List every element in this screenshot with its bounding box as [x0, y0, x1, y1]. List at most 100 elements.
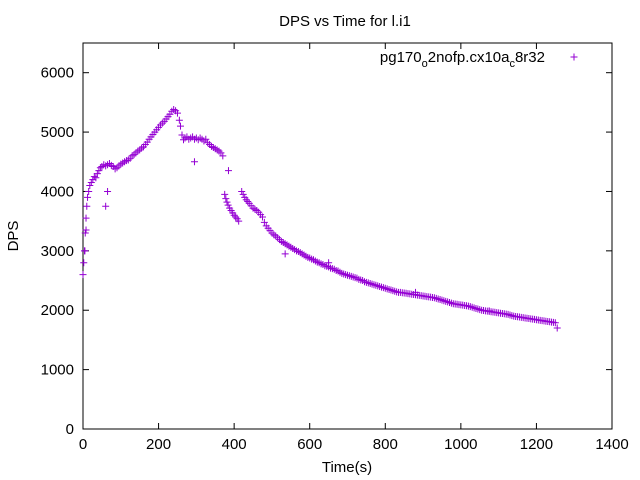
data-point — [325, 259, 333, 267]
data-point — [81, 247, 89, 255]
data-point — [238, 187, 246, 195]
data-point — [340, 270, 348, 278]
data-point — [134, 147, 142, 155]
data-point — [270, 231, 278, 239]
data-point — [389, 287, 397, 295]
data-point — [466, 303, 474, 311]
data-point — [551, 319, 559, 327]
x-tick-label: 1000 — [444, 436, 477, 453]
data-point — [158, 119, 166, 127]
data-point — [190, 158, 198, 166]
data-point — [104, 187, 112, 195]
data-point — [378, 283, 386, 291]
legend-marker — [570, 53, 578, 61]
data-point — [260, 218, 268, 226]
data-point — [87, 179, 95, 187]
data-point — [468, 303, 476, 311]
x-tick-label: 1200 — [520, 436, 553, 453]
x-tick-label: 400 — [222, 436, 247, 453]
y-tick-label: 2000 — [41, 302, 74, 319]
data-point — [176, 122, 184, 130]
data-point — [93, 170, 101, 178]
data-point — [442, 297, 450, 305]
data-point — [504, 310, 512, 318]
data-point — [84, 193, 92, 201]
data-point — [464, 302, 472, 310]
data-point — [180, 136, 188, 144]
y-tick-label: 4000 — [41, 183, 74, 200]
data-point — [221, 190, 229, 198]
data-point — [200, 137, 208, 145]
y-axis: 0 1000 2000 3000 4000 5000 6000 — [41, 65, 612, 438]
data-point — [170, 106, 178, 114]
data-point — [85, 187, 93, 195]
scatter-series — [79, 106, 561, 332]
data-point — [374, 282, 382, 290]
data-point — [275, 236, 283, 244]
x-tick-label: 200 — [146, 436, 171, 453]
data-point — [311, 257, 319, 265]
data-point — [474, 305, 482, 313]
chart-title: DPS vs Time for l.i1 — [279, 13, 411, 30]
data-point — [224, 167, 232, 175]
data-point — [219, 152, 227, 160]
data-point — [553, 324, 561, 332]
data-point — [387, 286, 395, 294]
data-point — [138, 144, 146, 152]
legend-marker-symbol — [570, 53, 578, 61]
data-point — [82, 226, 90, 234]
data-point — [230, 211, 238, 219]
data-point — [383, 285, 391, 293]
data-point — [102, 202, 110, 210]
data-point — [251, 205, 259, 213]
data-point — [98, 163, 106, 171]
y-tick-label: 5000 — [41, 124, 74, 141]
data-point — [508, 312, 516, 320]
data-point — [217, 149, 225, 157]
y-tick-label: 1000 — [41, 362, 74, 379]
data-point — [372, 281, 380, 289]
data-point — [393, 288, 401, 296]
data-point — [370, 281, 378, 289]
data-point — [115, 162, 123, 170]
data-point — [90, 173, 98, 181]
data-point — [347, 272, 355, 280]
y-axis-label: DPS — [5, 221, 22, 252]
data-point — [436, 296, 444, 304]
data-point — [345, 272, 353, 280]
data-point — [79, 271, 87, 279]
data-point — [412, 288, 420, 296]
x-axis: 0 200 400 600 800 1000 1200 1400 — [79, 43, 629, 453]
data-point — [132, 149, 140, 157]
data-point — [86, 182, 94, 190]
data-point — [306, 254, 314, 262]
data-point — [92, 174, 100, 182]
data-point — [136, 146, 144, 154]
data-point — [178, 131, 186, 139]
data-point — [83, 202, 91, 210]
data-point — [244, 198, 252, 206]
data-point — [472, 304, 480, 312]
data-point — [202, 135, 210, 143]
data-point — [81, 229, 89, 237]
data-point — [232, 213, 240, 221]
data-point — [258, 213, 266, 221]
data-point — [206, 141, 214, 149]
data-point — [308, 255, 316, 263]
data-point — [315, 259, 323, 267]
data-point — [130, 151, 138, 159]
y-tick-label: 0 — [66, 421, 74, 438]
x-tick-label: 1400 — [595, 436, 628, 453]
data-point — [446, 299, 454, 307]
data-point — [438, 296, 446, 304]
legend: pg170o2nofp.cx10ac8r32 — [380, 49, 578, 70]
plot-frame — [82, 42, 613, 430]
data-point — [391, 287, 399, 295]
data-point — [368, 280, 376, 288]
legend-label: pg170o2nofp.cx10ac8r32 — [380, 49, 545, 70]
data-point — [272, 232, 280, 240]
data-point — [470, 304, 478, 312]
data-point — [366, 280, 374, 288]
data-point — [175, 116, 183, 124]
data-point — [96, 164, 104, 172]
